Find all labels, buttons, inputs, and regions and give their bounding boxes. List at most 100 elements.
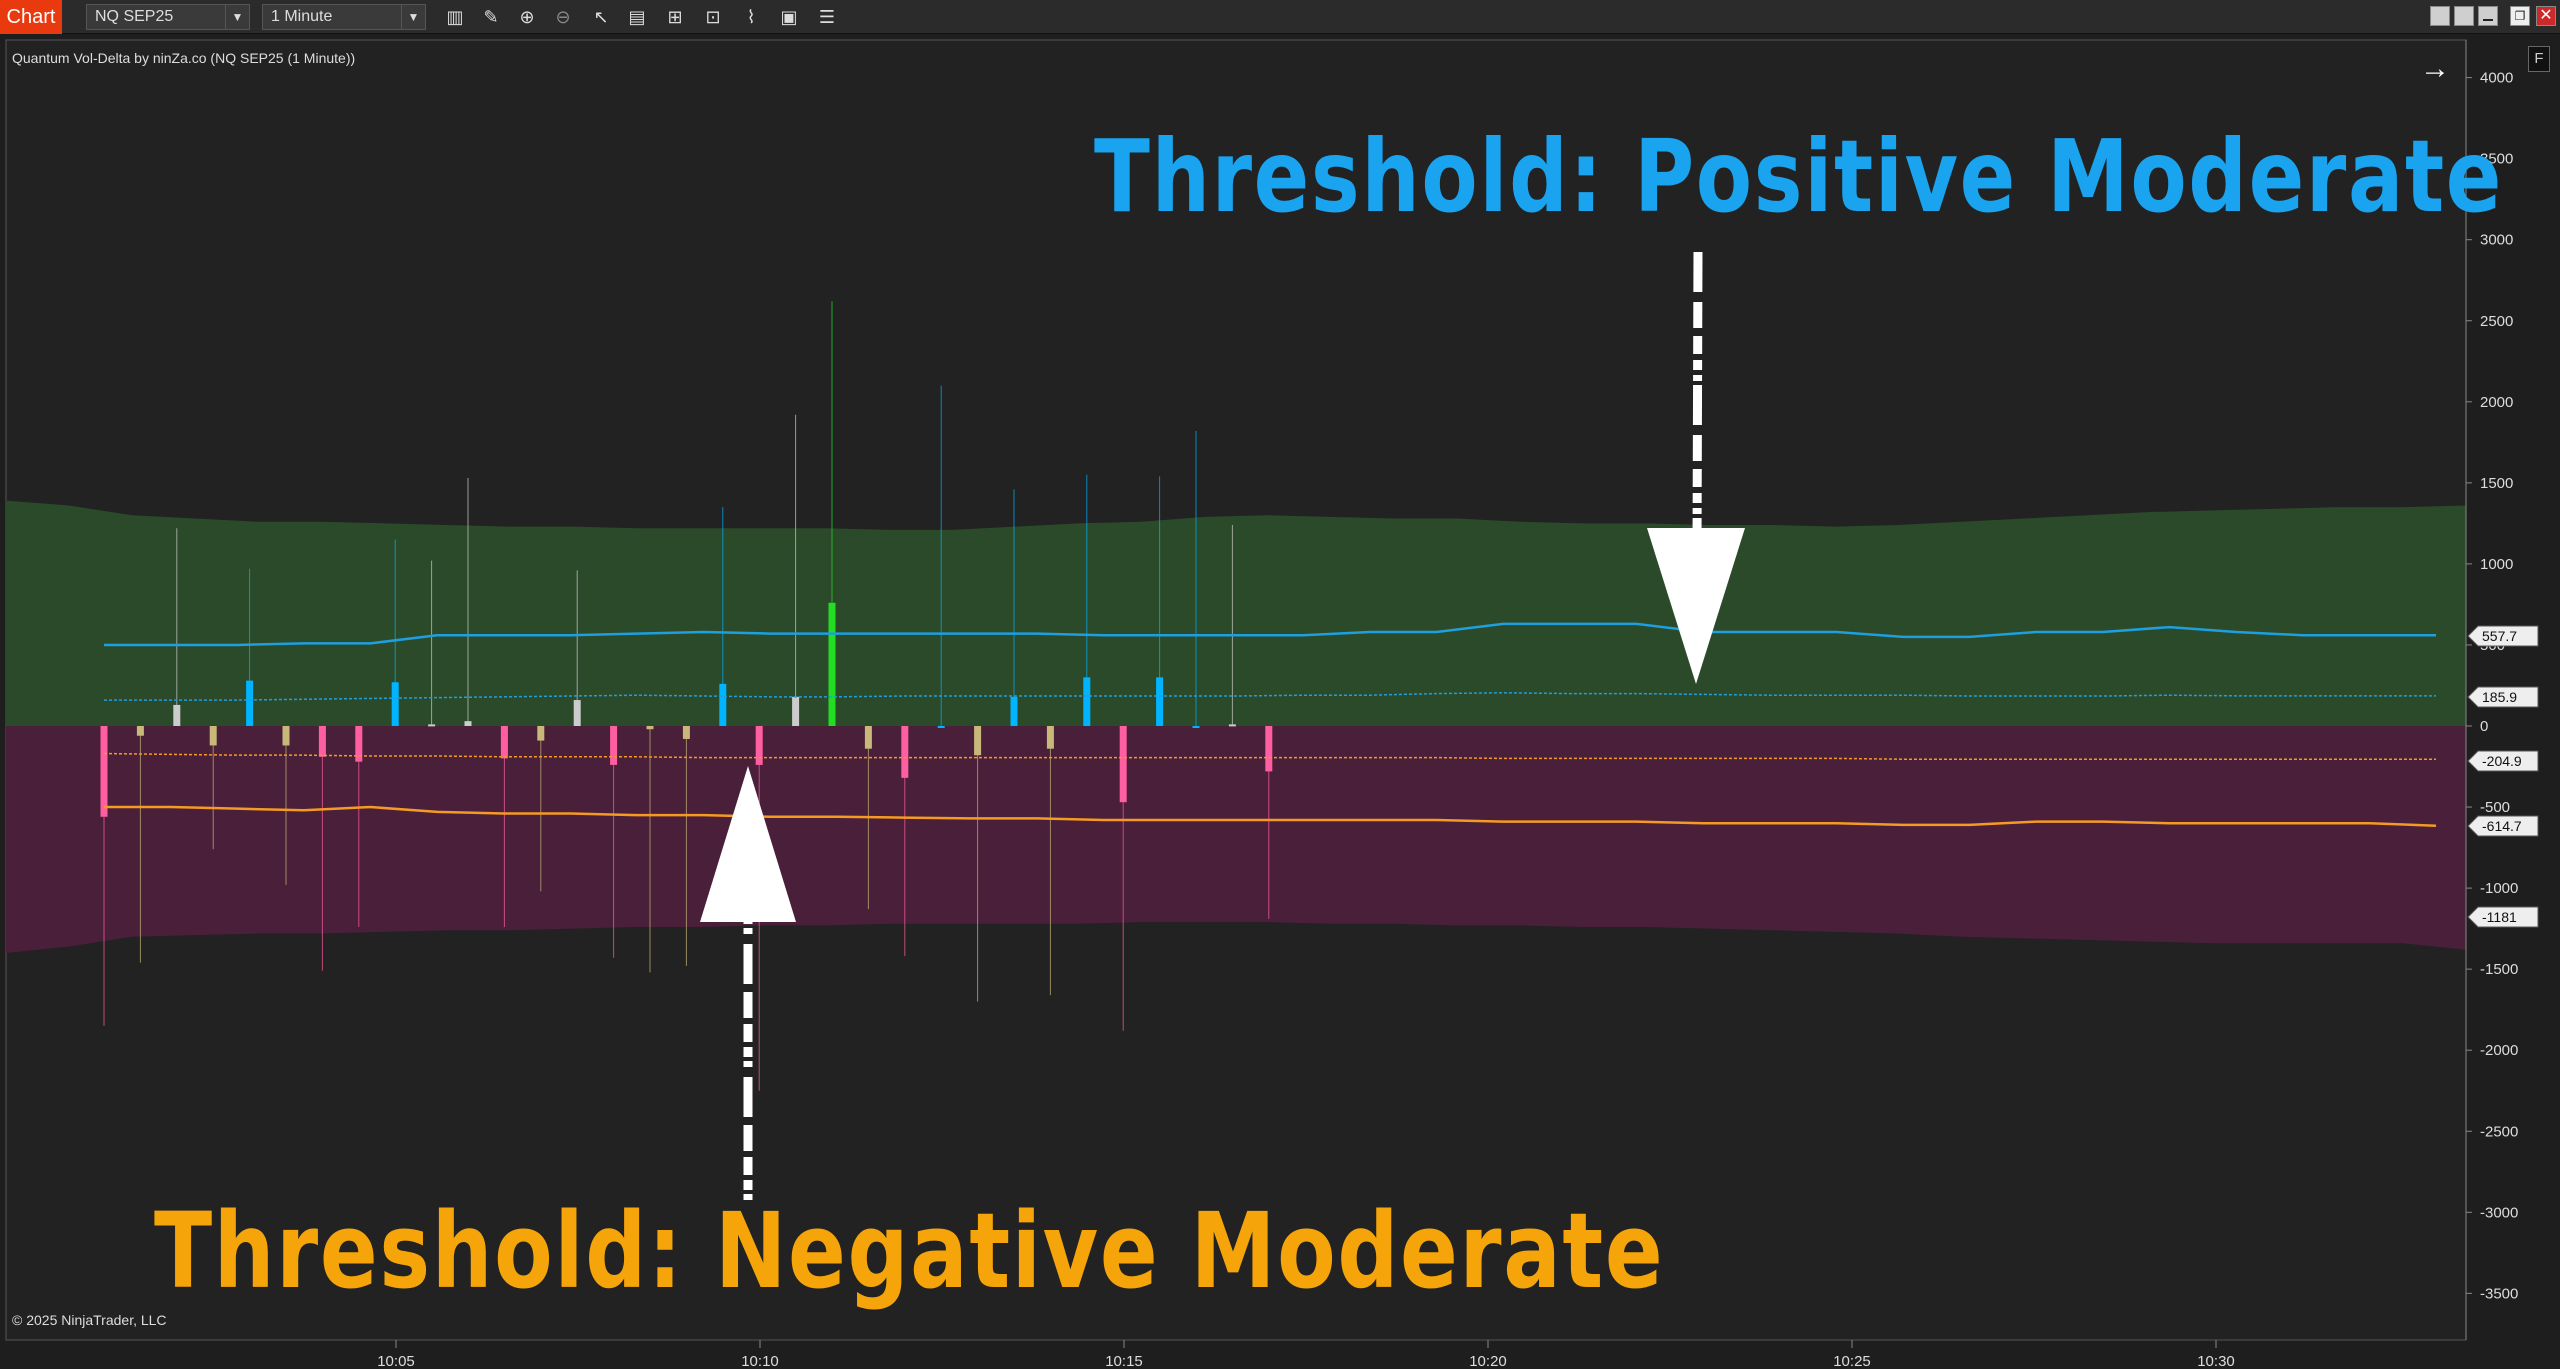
delta-bar [646, 726, 654, 730]
annotation-positive: Threshold: Positive Moderate [1094, 118, 2504, 235]
y-axis-label: 4000 [2480, 70, 2513, 87]
delta-bar [755, 726, 763, 765]
negative-threshold-band [6, 726, 2466, 953]
x-axis-label: 10:05 [377, 1353, 415, 1369]
delta-bar [610, 726, 618, 765]
arrow-down-shaft [1692, 251, 1703, 549]
negative-weak-line [103, 752, 2436, 760]
delta-bar [1083, 677, 1091, 726]
positive-threshold-band [6, 500, 2466, 726]
chevron-down-icon[interactable]: ▼ [225, 5, 249, 29]
price-marker-label: -614.7 [2482, 818, 2522, 834]
minimize-icon[interactable] [2478, 6, 2498, 26]
price-marker [2467, 906, 2539, 928]
delta-bar [500, 726, 508, 759]
chevron-down-icon[interactable]: ▼ [401, 5, 425, 29]
chart-canvas[interactable]: 40003500300025002000150010005000-500-100… [0, 34, 2560, 1369]
delta-bar [355, 726, 363, 762]
chart-panel[interactable]: 40003500300025002000150010005000-500-100… [0, 34, 2560, 1369]
zoom-out-icon[interactable]: ⊖ [555, 7, 571, 27]
delta-bar [864, 726, 872, 749]
y-axis-label: -1500 [2480, 961, 2518, 978]
price-marker-label: 557.7 [2482, 628, 2517, 644]
interval-selector[interactable]: 1 Minute ▼ [262, 4, 426, 30]
y-axis-label: 0 [2480, 718, 2488, 735]
price-marker-label: -1181 [2482, 909, 2517, 925]
instrument-selector[interactable]: NQ SEP25 ▼ [86, 4, 250, 30]
y-axis-label: 3000 [2480, 232, 2513, 249]
price-marker [2467, 625, 2539, 647]
delta-bar [719, 683, 727, 726]
close-icon[interactable]: ✕ [2536, 6, 2556, 26]
negative-moderate-line [104, 805, 2437, 827]
interval-label: 1 Minute [271, 8, 333, 25]
draw-pencil-icon[interactable]: ✎ [483, 7, 499, 27]
delta-bar [173, 704, 181, 726]
data-box-icon[interactable]: ▤ [628, 7, 646, 27]
bar-type-icon[interactable]: ▥ [446, 7, 464, 27]
y-axis-label: -1000 [2480, 880, 2518, 897]
delta-bar [282, 726, 290, 746]
price-marker [2467, 686, 2539, 708]
price-marker [2467, 815, 2539, 837]
indicators-icon[interactable]: ⌇ [746, 7, 756, 27]
delta-bar [792, 696, 800, 726]
y-axis-label: 1500 [2480, 475, 2513, 492]
chart-toolbar: Chart NQ SEP25 ▼ 1 Minute ▼ ▥ ✎ ⊕ ⊖ ↖ ▤ … [0, 0, 2560, 34]
positive-weak-line [104, 692, 2436, 701]
x-axis-label: 10:30 [2197, 1353, 2235, 1369]
delta-bar [246, 680, 254, 726]
arrow-up-icon [700, 766, 796, 922]
delta-bar [100, 726, 108, 817]
price-marker-label: 185.9 [2482, 689, 2517, 705]
y-axis-label: -500 [2480, 799, 2510, 816]
x-axis-label: 10:15 [1105, 1353, 1143, 1369]
strategies-icon[interactable]: ⊡ [705, 7, 721, 27]
pointer-icon[interactable]: ↖ [593, 7, 609, 27]
delta-bar [828, 602, 836, 726]
delta-bar [136, 726, 144, 736]
restore-icon[interactable]: ❐ [2510, 6, 2530, 26]
price-marker [2467, 750, 2539, 772]
delta-bar [1046, 726, 1054, 749]
delta-bar [1192, 726, 1200, 728]
price-marker-label: -204.9 [2482, 753, 2522, 769]
tile-icon[interactable] [2454, 6, 2474, 26]
delta-bar [682, 726, 690, 739]
y-axis-label: 3500 [2480, 151, 2513, 168]
y-axis-label: 2000 [2480, 394, 2513, 411]
annotation-negative: Threshold: Negative Moderate [154, 1190, 1665, 1312]
delta-bar [573, 700, 581, 726]
copyright-text: © 2025 NinjaTrader, LLC [12, 1312, 167, 1328]
delta-bar [1119, 726, 1127, 803]
delta-bar [318, 726, 326, 757]
zoom-in-icon[interactable]: ⊕ [519, 7, 535, 27]
y-axis-label: -3500 [2480, 1285, 2518, 1302]
delta-bar [428, 724, 436, 727]
x-axis-label: 10:20 [1469, 1353, 1507, 1369]
chart-title: Quantum Vol-Delta by ninZa.co (NQ SEP25 … [12, 50, 356, 66]
arrow-down-icon [1647, 528, 1745, 684]
y-axis-label: -3000 [2480, 1204, 2518, 1221]
positive-moderate-line [104, 622, 2436, 647]
x-axis-label: 10:25 [1833, 1353, 1871, 1369]
chart-trader-icon[interactable]: ▣ [780, 7, 798, 27]
delta-bar [209, 726, 217, 746]
f-button[interactable]: F [2528, 46, 2550, 72]
y-axis-label: 2500 [2480, 313, 2513, 330]
chart-app-tab[interactable]: Chart [0, 0, 62, 34]
list-icon[interactable]: ☰ [818, 7, 836, 27]
y-axis-label: -2500 [2480, 1123, 2518, 1140]
y-axis-label: 1000 [2480, 556, 2513, 573]
delta-bar [1156, 677, 1164, 726]
x-axis-label: 10:10 [741, 1353, 779, 1369]
delta-bar [937, 726, 945, 728]
properties-icon[interactable]: ⊞ [667, 7, 683, 27]
delta-bar [1265, 726, 1273, 772]
delta-bar [974, 726, 982, 756]
delta-bar [901, 726, 909, 778]
delta-bar [1010, 696, 1018, 726]
delta-bar [1228, 724, 1236, 727]
tile-icon[interactable] [2430, 6, 2450, 26]
arrow-right-icon[interactable]: → [2420, 52, 2450, 85]
